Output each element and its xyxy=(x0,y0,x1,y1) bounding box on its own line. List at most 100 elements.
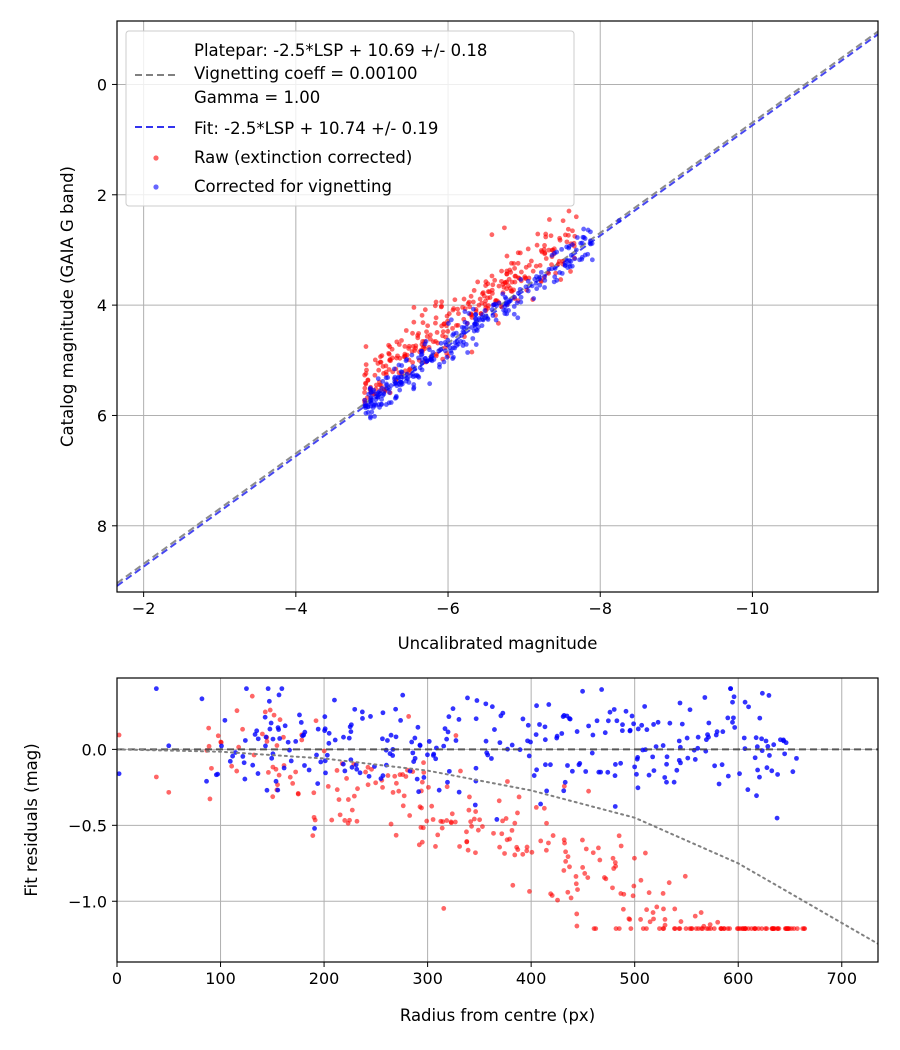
raw-point xyxy=(547,217,552,222)
raw-residual-point xyxy=(727,926,733,931)
corrected-point xyxy=(462,309,468,314)
raw-residual-point xyxy=(546,840,551,846)
raw-residual-point xyxy=(465,847,471,853)
raw-point xyxy=(427,336,433,342)
corrected-residual-point xyxy=(525,738,530,744)
raw-residual-point xyxy=(419,839,425,845)
raw-point xyxy=(546,270,551,276)
raw-point xyxy=(475,279,481,285)
raw-point xyxy=(410,360,416,365)
raw-residual-point xyxy=(621,891,627,897)
raw-point xyxy=(542,243,547,248)
corrected-point xyxy=(582,252,588,258)
raw-residual-point xyxy=(660,891,666,896)
raw-point xyxy=(553,270,559,276)
legend-fit-label: Fit: -2.5*LSP + 10.74 +/- 0.19 xyxy=(194,119,438,138)
raw-point xyxy=(533,263,539,269)
corrected-point xyxy=(365,404,371,410)
corrected-residual-point xyxy=(782,751,788,757)
corrected-point xyxy=(537,276,542,282)
corrected-residual-point xyxy=(323,770,328,776)
raw-residual-point xyxy=(555,897,560,903)
raw-point xyxy=(365,377,371,383)
corrected-point xyxy=(616,218,622,223)
corrected-residual-point xyxy=(393,734,399,740)
corrected-residual-point xyxy=(639,722,645,728)
raw-residual-point xyxy=(334,787,340,793)
raw-residual-point xyxy=(538,838,544,844)
corrected-residual-point xyxy=(731,715,736,721)
corrected-point xyxy=(392,374,398,380)
corrected-residual-point xyxy=(417,742,423,748)
corrected-point xyxy=(470,306,476,312)
raw-residual-point xyxy=(373,780,379,786)
corrected-point xyxy=(392,395,398,401)
corrected-residual-point xyxy=(755,767,761,773)
corrected-residual-point xyxy=(324,752,330,758)
raw-residual-point xyxy=(342,818,348,823)
raw-residual-point xyxy=(638,877,644,883)
corrected-point xyxy=(429,353,435,359)
raw-residual-point xyxy=(439,825,445,831)
corrected-point xyxy=(442,348,448,354)
raw-residual-point xyxy=(448,819,454,825)
raw-residual-point xyxy=(524,844,530,850)
raw-residual-point xyxy=(334,768,340,773)
corrected-point xyxy=(371,403,377,408)
corrected-residual-point xyxy=(667,720,673,726)
corrected-point xyxy=(427,381,433,387)
raw-residual-point xyxy=(299,737,305,743)
corrected-residual-point xyxy=(614,718,620,724)
top-axis-ticks: −2 −4 −6 −8 −10 0 2 4 6 8 xyxy=(97,75,770,618)
raw-residual-point xyxy=(638,917,643,922)
corrected-residual-point xyxy=(279,686,285,692)
corrected-point xyxy=(443,342,449,348)
corrected-residual-point xyxy=(407,768,413,774)
raw-point xyxy=(492,277,498,283)
raw-residual-point xyxy=(236,744,242,750)
corrected-residual-point xyxy=(613,762,618,767)
raw-residual-point xyxy=(611,866,617,871)
corrected-residual-point xyxy=(561,713,567,718)
corrected-residual-point xyxy=(277,736,283,741)
corrected-residual-point xyxy=(730,699,735,705)
corrected-point xyxy=(559,246,565,252)
raw-point xyxy=(511,261,517,266)
corrected-point xyxy=(503,301,509,307)
raw-point xyxy=(511,287,516,293)
corrected-residual-point xyxy=(441,743,447,749)
corrected-residual-point xyxy=(671,779,677,785)
corrected-residual-point xyxy=(450,706,456,712)
raw-point xyxy=(522,274,528,280)
corrected-point xyxy=(451,354,456,360)
raw-point xyxy=(444,313,450,319)
corrected-residual-point xyxy=(298,720,304,725)
corrected-residual-point xyxy=(769,768,775,774)
raw-point xyxy=(363,362,369,367)
raw-residual-point xyxy=(429,803,435,809)
corrected-residual-point xyxy=(577,761,583,766)
raw-residual-point xyxy=(344,776,349,781)
raw-residual-point xyxy=(651,916,656,922)
corrected-residual-point xyxy=(465,695,470,701)
corrected-residual-point xyxy=(433,756,439,762)
corrected-residual-point xyxy=(269,755,275,761)
corrected-point xyxy=(502,294,508,300)
raw-point xyxy=(573,214,579,220)
corrected-residual-point xyxy=(326,740,332,746)
corrected-residual-point xyxy=(623,708,629,714)
corrected-residual-point xyxy=(445,729,451,735)
vignetting-model-line xyxy=(117,748,878,945)
corrected-residual-point xyxy=(712,763,718,769)
corrected-residual-point xyxy=(705,732,710,738)
top-y-tick-label: 8 xyxy=(97,517,107,536)
corrected-point xyxy=(379,385,385,391)
raw-point xyxy=(439,299,445,305)
raw-residual-point xyxy=(473,850,478,856)
corrected-residual-point xyxy=(642,704,648,709)
corrected-residual-point xyxy=(728,686,733,692)
corrected-residual-point xyxy=(315,781,321,787)
raw-residual-point xyxy=(573,881,579,887)
raw-point xyxy=(466,299,472,305)
top-y-axis-title: Catalog magnitude (GAIA G band) xyxy=(58,166,77,447)
